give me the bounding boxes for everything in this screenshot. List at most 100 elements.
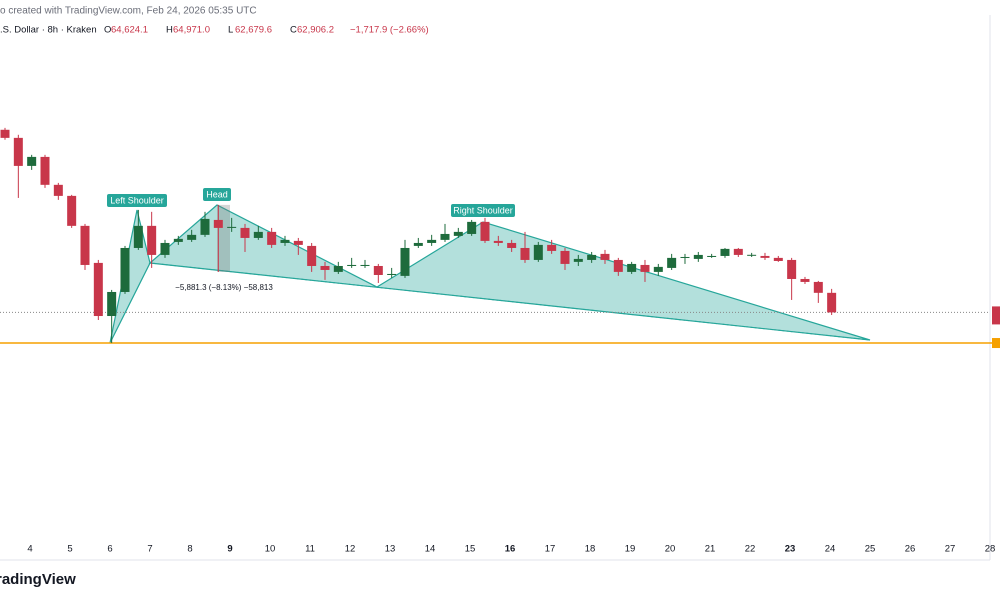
symbol: .S. Dollar · 8h · Kraken	[0, 25, 97, 36]
candle-body	[227, 226, 237, 228]
x-tick-label: 4	[27, 544, 32, 555]
candle-body	[53, 184, 63, 196]
candle-body	[133, 225, 143, 248]
legend-value: 62,906.2	[297, 25, 334, 36]
x-tick-label: 9	[227, 544, 232, 555]
candle-body	[600, 253, 610, 260]
candle-body	[627, 263, 637, 272]
measure-label: −5,881.3 (−8.13%) −58,813	[175, 283, 273, 292]
candle-body	[360, 264, 370, 266]
x-tick-label: 12	[345, 544, 356, 555]
x-tick-label: 27	[945, 544, 956, 555]
legend: O 64,624.1 H 64,971.0 L 62,679.6 C 62,906.2 −1,7…	[104, 25, 429, 36]
legend-key: H	[166, 25, 173, 36]
candle-body	[93, 262, 103, 317]
candle-body	[13, 137, 23, 166]
x-tick-label: 13	[385, 544, 396, 555]
candle-body	[413, 242, 423, 246]
legend-key: C	[290, 25, 297, 36]
candle-body	[253, 231, 263, 238]
candle-body	[693, 254, 703, 259]
candle-body	[573, 258, 583, 262]
legend-value: 62,679.6	[235, 25, 272, 36]
candle-body	[747, 254, 757, 256]
x-tick-label: 15	[465, 544, 476, 555]
candle-body	[373, 265, 383, 275]
candle-body	[667, 257, 677, 268]
candle-body	[720, 248, 730, 256]
x-tick-label: 21	[705, 544, 716, 555]
x-tick-label: 17	[545, 544, 556, 555]
candle-body	[653, 266, 663, 272]
candle-body	[267, 231, 277, 245]
candle-body	[467, 221, 477, 234]
candle-body	[0, 129, 10, 138]
candle-body	[507, 242, 517, 248]
candle-body	[293, 240, 303, 245]
candle-body	[760, 255, 770, 258]
neckline	[149, 262, 871, 341]
candle-body	[733, 248, 743, 255]
header: o created with TradingView.com, Feb 24, …	[0, 6, 257, 17]
candle-body	[480, 221, 490, 241]
legend-key: L	[228, 25, 233, 36]
candle-body	[187, 234, 197, 240]
candle-body	[120, 247, 130, 292]
x-tick-label: 23	[785, 544, 796, 555]
candle-body	[640, 264, 650, 272]
candle-body	[493, 240, 503, 243]
candle-body	[547, 244, 557, 251]
candle-body	[453, 231, 463, 236]
candle-body	[280, 239, 290, 243]
candle-body	[813, 281, 823, 293]
candle-body	[40, 156, 50, 185]
price-box	[992, 306, 1000, 325]
x-tick-label: 11	[305, 544, 315, 555]
candle-body	[827, 292, 837, 313]
pattern-shape	[148, 204, 871, 341]
candle-body	[307, 245, 317, 266]
x-tick-label: 6	[107, 544, 112, 555]
x-tick-label: 5	[67, 544, 72, 555]
candle-body	[173, 238, 183, 242]
candle-body	[613, 259, 623, 272]
x-tick-label: 20	[665, 544, 676, 555]
pattern-label: Right Shoulder	[453, 205, 513, 215]
candle-body	[400, 247, 410, 276]
candle-body	[333, 265, 343, 272]
candle-body	[800, 278, 810, 282]
x-tick-label: 22	[745, 544, 756, 555]
x-tick-label: 28	[985, 544, 996, 555]
support-price-box	[992, 338, 1000, 349]
legend-value: 64,971.0	[173, 25, 210, 36]
candle-body	[387, 273, 397, 275]
x-tick-label: 16	[505, 544, 516, 555]
candle-body	[67, 195, 77, 226]
candle-body	[107, 291, 117, 317]
candle-body	[320, 265, 330, 270]
candle-body	[200, 218, 210, 235]
x-tick-label: 8	[187, 544, 192, 555]
x-tick-label: 18	[585, 544, 596, 555]
candle-body	[587, 254, 597, 260]
candle-body	[240, 227, 250, 238]
candle-body	[427, 239, 437, 243]
candle-body	[213, 219, 223, 228]
candle-body	[440, 233, 450, 240]
candle-body	[520, 247, 530, 260]
label-box	[107, 194, 167, 207]
x-tick-label: 25	[865, 544, 876, 555]
x-tick-label: 24	[825, 544, 836, 555]
candle-body	[147, 225, 157, 255]
candle-body	[27, 156, 37, 166]
legend-change: −1,717.9 (−2.66%)	[350, 25, 429, 36]
legend-key: O	[104, 25, 111, 36]
candle-body	[787, 259, 797, 279]
x-tick-label: 14	[425, 544, 436, 555]
candle-body	[707, 255, 717, 257]
label-box	[203, 188, 231, 201]
candle-body	[160, 242, 170, 255]
pattern-label: Head	[206, 189, 228, 199]
brand: radingView	[0, 571, 76, 588]
x-tick-label: 7	[147, 544, 152, 555]
